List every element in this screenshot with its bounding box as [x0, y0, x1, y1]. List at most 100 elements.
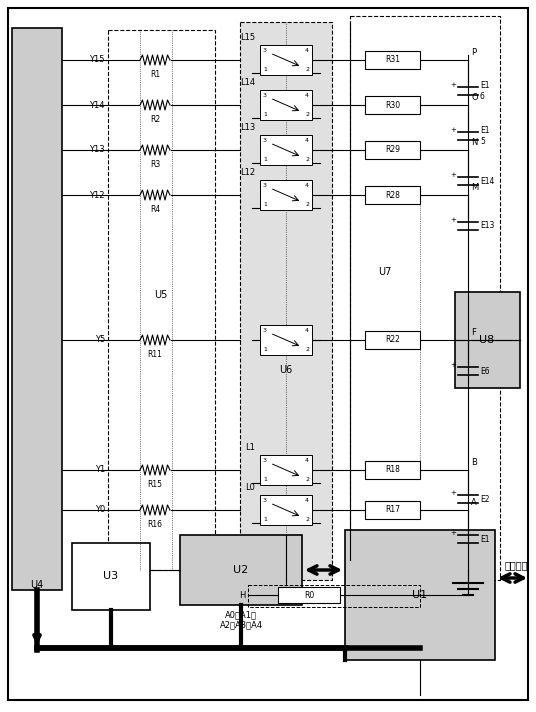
Bar — [240, 22, 332, 580]
Bar — [365, 501, 420, 519]
Text: 3: 3 — [263, 328, 267, 333]
Text: 2: 2 — [305, 202, 309, 207]
Text: 1: 1 — [263, 157, 267, 162]
Text: U7: U7 — [378, 267, 391, 277]
Text: L0: L0 — [245, 483, 255, 492]
Bar — [260, 45, 312, 75]
Text: Y1: Y1 — [95, 466, 105, 474]
Text: +: + — [450, 530, 456, 536]
Bar — [180, 535, 302, 605]
Text: 2: 2 — [305, 112, 309, 117]
Text: 1: 1 — [263, 67, 267, 72]
Text: U1: U1 — [412, 590, 428, 600]
Text: 4: 4 — [305, 48, 309, 53]
Bar — [260, 90, 312, 120]
Text: L14: L14 — [240, 78, 255, 87]
Text: E1
5: E1 5 — [480, 126, 489, 146]
Bar — [260, 180, 312, 210]
Text: 1: 1 — [263, 202, 267, 207]
Bar — [260, 325, 312, 355]
Text: +: + — [450, 217, 456, 223]
Bar — [260, 495, 312, 525]
Bar — [455, 292, 520, 388]
Text: U3: U3 — [103, 571, 118, 581]
Bar — [72, 543, 150, 610]
Text: +: + — [450, 362, 456, 368]
Bar — [365, 461, 420, 479]
Bar — [260, 135, 312, 165]
Text: R16: R16 — [147, 520, 162, 529]
Text: R22: R22 — [385, 335, 400, 345]
Text: L15: L15 — [240, 33, 255, 42]
Text: +: + — [450, 127, 456, 133]
Text: E2: E2 — [480, 495, 489, 503]
Text: 1: 1 — [263, 112, 267, 117]
Text: 2: 2 — [305, 157, 309, 162]
Text: E1
6: E1 6 — [480, 81, 489, 100]
Bar — [260, 455, 312, 485]
Text: 4: 4 — [305, 183, 309, 188]
Text: 2: 2 — [305, 477, 309, 482]
Text: R28: R28 — [385, 191, 400, 199]
Text: 3: 3 — [263, 138, 267, 143]
Text: +: + — [450, 172, 456, 178]
Bar — [12, 28, 62, 590]
Text: R31: R31 — [385, 56, 400, 65]
Text: Y0: Y0 — [95, 506, 105, 515]
Text: Y12: Y12 — [90, 191, 105, 199]
Text: 串口通信: 串口通信 — [505, 560, 528, 570]
Text: 1: 1 — [263, 477, 267, 482]
Text: N: N — [471, 138, 478, 147]
Text: Y13: Y13 — [90, 145, 105, 155]
Text: 4: 4 — [305, 458, 309, 463]
Text: 4: 4 — [305, 93, 309, 98]
Text: F: F — [471, 328, 476, 337]
Text: A0、A1、
A2、A3、A4: A0、A1、 A2、A3、A4 — [219, 610, 263, 629]
Bar — [350, 16, 500, 580]
Bar — [248, 585, 420, 607]
Text: R0: R0 — [304, 590, 314, 600]
Text: M: M — [471, 183, 478, 192]
Text: Y14: Y14 — [90, 100, 105, 110]
Text: R4: R4 — [150, 205, 160, 214]
Text: R2: R2 — [150, 115, 160, 124]
Text: U8: U8 — [479, 335, 495, 345]
Text: 1: 1 — [263, 517, 267, 522]
Text: +: + — [450, 490, 456, 496]
Text: 2: 2 — [305, 67, 309, 72]
Text: E1: E1 — [480, 535, 489, 543]
Text: Y5: Y5 — [95, 335, 105, 345]
Text: L1: L1 — [245, 443, 255, 452]
Bar — [365, 96, 420, 114]
Text: H: H — [240, 590, 246, 600]
Text: L12: L12 — [240, 168, 255, 177]
Text: U5: U5 — [154, 290, 168, 300]
Text: +: + — [450, 82, 456, 88]
Text: E13: E13 — [480, 221, 494, 231]
Text: 3: 3 — [263, 48, 267, 53]
Text: R29: R29 — [385, 145, 400, 155]
Text: 4: 4 — [305, 328, 309, 333]
Text: B: B — [471, 458, 477, 467]
Text: A: A — [471, 498, 477, 507]
Text: R1: R1 — [150, 70, 160, 79]
Text: R15: R15 — [147, 480, 162, 489]
Text: 4: 4 — [305, 138, 309, 143]
Bar — [345, 530, 495, 660]
Bar — [278, 587, 340, 603]
Text: 3: 3 — [263, 458, 267, 463]
Bar — [108, 30, 215, 570]
Text: 4: 4 — [305, 498, 309, 503]
Text: R3: R3 — [150, 160, 160, 169]
Text: R11: R11 — [147, 350, 162, 359]
Text: U4: U4 — [31, 580, 43, 590]
Text: P: P — [471, 48, 476, 57]
Text: 2: 2 — [305, 347, 309, 352]
Text: R17: R17 — [385, 506, 400, 515]
Text: 3: 3 — [263, 498, 267, 503]
Text: U6: U6 — [279, 365, 293, 375]
Text: 2: 2 — [305, 517, 309, 522]
Text: O: O — [471, 93, 478, 102]
Text: E14: E14 — [480, 177, 494, 186]
Text: U2: U2 — [233, 565, 249, 575]
